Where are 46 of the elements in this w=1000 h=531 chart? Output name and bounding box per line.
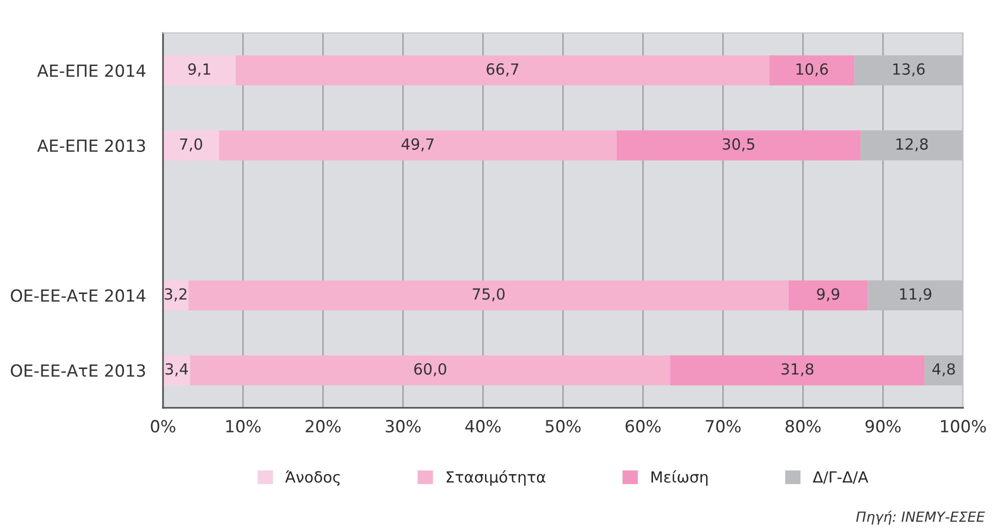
x-tick-label: 80% (786, 420, 821, 433)
legend-label: Δ/Γ-Δ/Α (812, 471, 868, 484)
data-label: 31,8 (782, 363, 814, 376)
x-tick-label: 30% (386, 420, 421, 433)
bar (670, 355, 925, 386)
bar (616, 130, 861, 160)
data-label: 9,1 (188, 63, 210, 76)
y-tick-label: ΑΕ-ΕΠΕ 2014 (37, 64, 146, 77)
x-tick-label: 70% (706, 420, 741, 433)
data-label: 66,7 (486, 63, 518, 76)
x-tick-label: 20% (306, 420, 341, 433)
bar (219, 130, 617, 160)
data-label: 9,9 (817, 288, 840, 302)
legend-label: Μείωση (652, 470, 708, 486)
data-label: 10,6 (796, 63, 828, 76)
bar (190, 355, 670, 386)
x-tick-label: 40% (465, 420, 501, 433)
bar (163, 55, 236, 86)
bar (769, 55, 854, 86)
data-label: 30,5 (722, 138, 754, 152)
y-tick-label: ΟΕ-ΕΕ-ΑτΕ 2013 (10, 364, 145, 377)
x-tick-label: 90% (866, 420, 901, 433)
data-label: 3,4 (166, 363, 188, 376)
x-tick-label: 10% (226, 420, 261, 433)
x-tick-label: 0% (150, 420, 176, 433)
data-label: 60,0 (414, 363, 446, 376)
data-label: 11,9 (900, 288, 932, 302)
y-tick-label: ΟΕ-ΕΕ-ΑτΕ 2014 (10, 289, 146, 302)
data-label: 12,8 (896, 138, 928, 152)
bar (788, 280, 868, 310)
data-label: 13,6 (893, 63, 925, 76)
data-label: 75,0 (472, 288, 505, 302)
legend-label: Στασιμότητα (446, 470, 546, 486)
x-tick-label: 50% (546, 420, 581, 433)
bar (188, 280, 789, 310)
text: Πηγή: ΙΝΕΜΥ-ΕΣΕΕ (856, 510, 985, 525)
x-tick-label: 60% (626, 420, 661, 433)
data-label: 49,7 (402, 138, 434, 152)
bar (236, 55, 770, 86)
bar (163, 130, 219, 160)
y-tick-label: ΑΕ-ΕΠΕ 2013 (37, 139, 145, 152)
data-label: 4,8 (932, 363, 955, 376)
data-label: 3,2 (164, 288, 186, 302)
x-tick-label: 100% (941, 420, 986, 433)
data-label: 7,0 (180, 138, 202, 152)
legend-label: Άνοδος (285, 470, 340, 486)
